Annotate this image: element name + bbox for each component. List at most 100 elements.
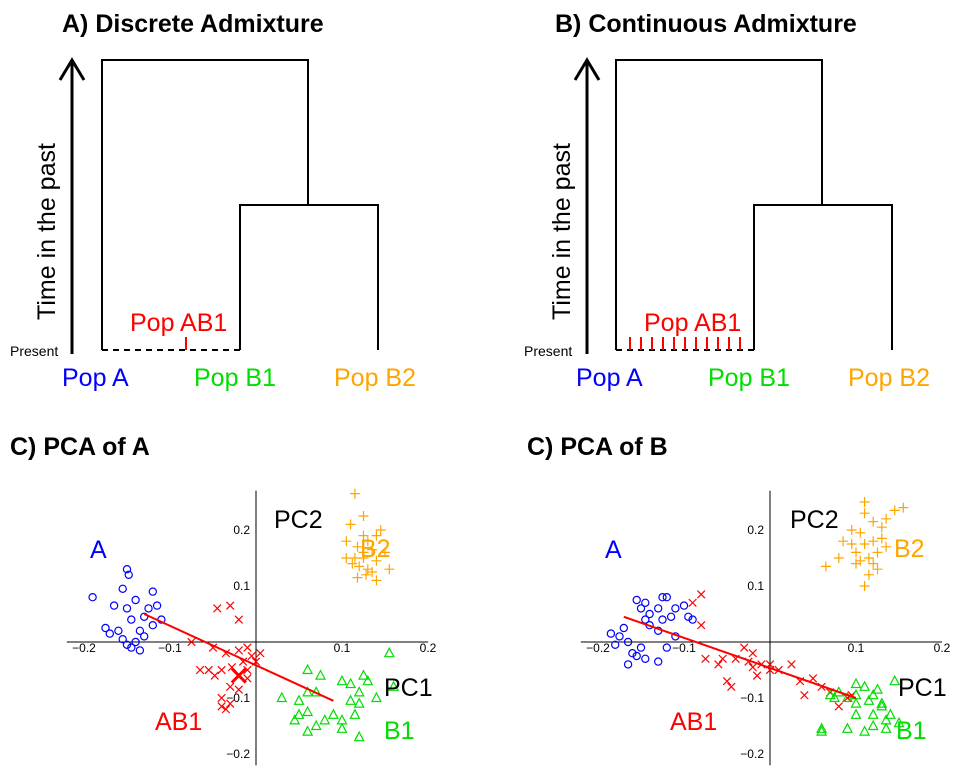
point-a — [144, 604, 153, 613]
cluster-label-b2: B2 — [360, 535, 391, 563]
point-b2 — [876, 533, 887, 544]
point-b2 — [846, 539, 857, 549]
point-b1 — [370, 691, 382, 703]
panel-d-pca-of-b: C) PCA of B −0.2 −0.1 0.1 0.2 −0.2 −0.1 0.1 0.2… — [527, 433, 951, 766]
y-tick-label: −0.2 — [226, 747, 250, 761]
point-a — [666, 612, 676, 622]
point-b1 — [829, 691, 840, 703]
point-ab1 — [225, 699, 235, 708]
point-b1 — [884, 708, 896, 719]
point-b2 — [889, 505, 900, 516]
point-b1 — [880, 722, 892, 733]
pop-ab1-label: Pop AB1 — [644, 309, 741, 337]
pca-scatter-plot: −0.2 −0.1 0.1 0.2−0.2−0.10.10.2 — [66, 488, 437, 766]
point-b2 — [362, 564, 373, 575]
point-a — [139, 612, 149, 622]
point-a — [636, 604, 646, 613]
point-b1 — [353, 730, 365, 742]
point-b1 — [816, 722, 828, 733]
point-ab1 — [696, 590, 706, 599]
point-b1 — [850, 708, 862, 719]
point-b1 — [302, 725, 314, 736]
point-a — [611, 640, 620, 650]
point-b1 — [353, 686, 365, 697]
point-b2 — [361, 569, 372, 580]
point-b2 — [851, 558, 861, 569]
point-b1 — [345, 677, 357, 689]
pop-b1-label: Pop B1 — [708, 364, 790, 392]
point-b1 — [841, 691, 853, 703]
point-b2 — [371, 530, 382, 541]
point-b1 — [841, 722, 853, 733]
point-ab1 — [722, 676, 732, 686]
point-b1 — [388, 680, 400, 691]
pop-a-label: Pop A — [62, 364, 129, 392]
point-ab1 — [752, 671, 762, 680]
point-a — [135, 626, 145, 636]
point-b1 — [358, 669, 369, 680]
point-ab1 — [221, 704, 231, 714]
point-b2 — [833, 553, 844, 563]
point-b1 — [336, 674, 348, 686]
present-label: Present — [524, 343, 572, 359]
point-a — [662, 643, 672, 652]
pca-scatter-plot: −0.2 −0.1 0.1 0.2−0.2−0.10.10.2 — [580, 490, 951, 766]
point-b1 — [850, 677, 862, 689]
y-tick-label: 0.2 — [747, 523, 764, 537]
x-tick-label: 0.1 — [848, 641, 865, 655]
point-b1 — [302, 705, 314, 717]
x-tick-label: −0.1 — [672, 641, 696, 655]
point-b2 — [367, 544, 378, 555]
point-ab1 — [800, 690, 809, 700]
point-a — [124, 570, 133, 580]
point-b1 — [353, 697, 365, 708]
point-a — [118, 584, 127, 594]
point-b1 — [859, 725, 871, 736]
panel-b-continuous-admixture: B) Continuous Admixture Time in the past… — [524, 10, 930, 392]
point-b1 — [863, 694, 875, 705]
point-a — [628, 649, 637, 658]
point-a — [122, 640, 132, 650]
point-a — [131, 595, 140, 605]
pc1-axis-label: PC1 — [384, 674, 433, 702]
point-ab1 — [748, 662, 758, 672]
point-b1 — [867, 688, 879, 700]
point-a — [122, 565, 132, 574]
point-a — [88, 593, 97, 602]
point-a — [658, 593, 667, 602]
point-ab1 — [187, 637, 196, 647]
point-b2 — [362, 536, 373, 547]
point-b1 — [872, 683, 883, 694]
point-ab1 — [787, 660, 796, 669]
point-a — [671, 604, 680, 613]
point-a — [641, 654, 650, 664]
y-axis-label: Time in the past — [33, 143, 61, 320]
present-label: Present — [10, 343, 58, 359]
point-b2 — [341, 536, 352, 547]
mean-marker-ab1 — [230, 667, 247, 684]
cluster-label-a: A — [605, 536, 622, 564]
pc2-axis-label: PC2 — [274, 506, 323, 534]
y-tick-label: 0.1 — [747, 579, 764, 593]
point-b1 — [310, 719, 322, 731]
point-ab1 — [210, 671, 219, 680]
point-a — [654, 657, 663, 666]
point-a — [114, 626, 123, 636]
panel-c-pca-of-a: C) PCA of A −0.2 −0.1 0.1 0.2−0.2−0.10.10.2… — [10, 433, 437, 766]
point-ab1 — [247, 651, 256, 661]
point-b2 — [851, 547, 861, 558]
point-b2 — [863, 569, 874, 580]
point-b2 — [855, 555, 866, 566]
point-ab1 — [225, 601, 235, 610]
point-a — [101, 623, 110, 633]
point-b1 — [319, 714, 331, 725]
point-a — [135, 646, 145, 655]
point-a — [623, 637, 633, 647]
point-ab1 — [234, 615, 244, 624]
point-a — [654, 604, 663, 613]
point-ab1 — [217, 693, 226, 703]
x-tick-label: 0.2 — [420, 641, 437, 655]
point-a — [662, 593, 672, 602]
point-a — [641, 615, 650, 624]
